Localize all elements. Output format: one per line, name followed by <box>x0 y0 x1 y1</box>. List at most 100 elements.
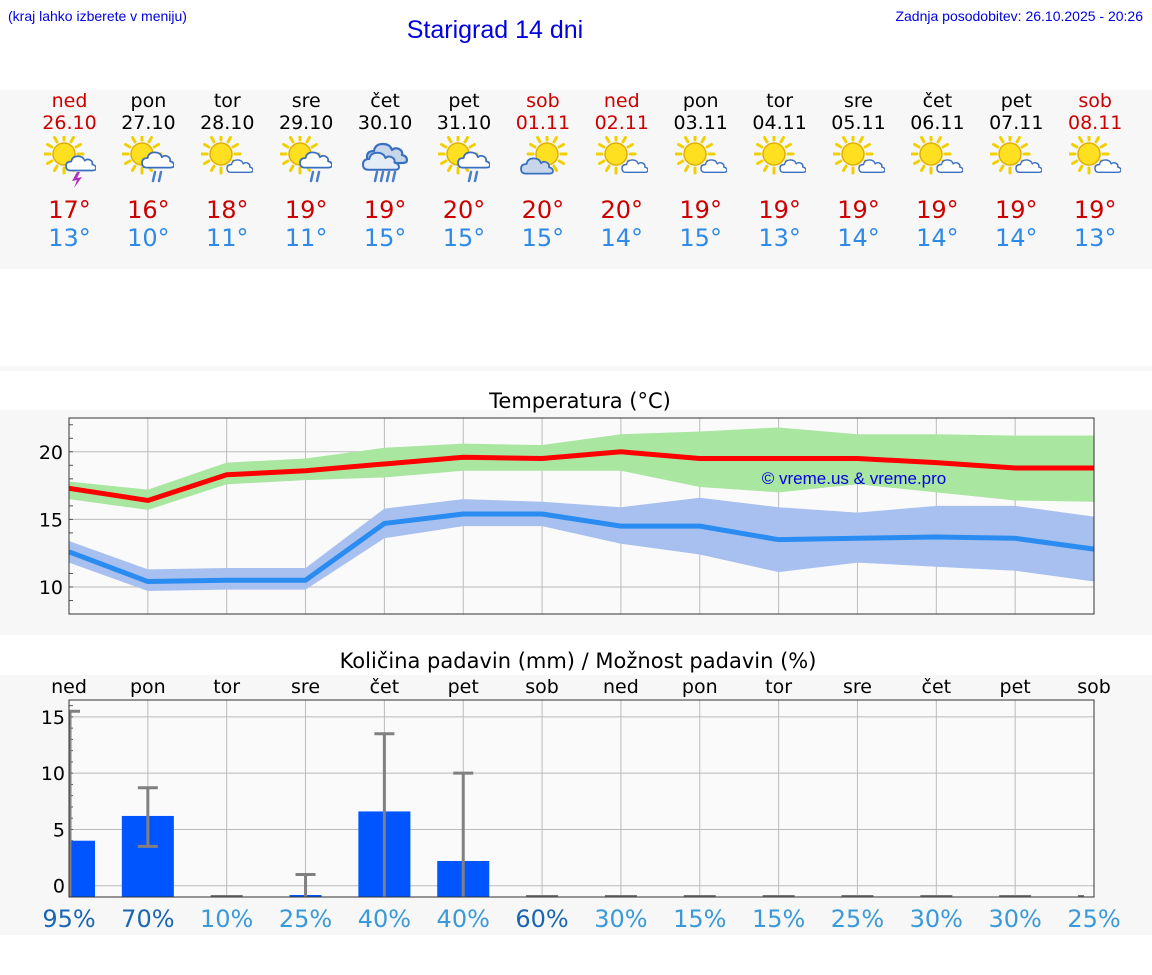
precip-probability: 15% <box>752 905 805 933</box>
day-date: 28.10 <box>200 112 255 134</box>
precip-probability: 40% <box>437 905 490 933</box>
min-temp: 14° <box>600 224 644 252</box>
precip-probability: 30% <box>594 905 647 933</box>
day-date: 08.11 <box>1067 112 1123 134</box>
precip-probability: 25% <box>831 905 884 933</box>
max-temp: 18° <box>206 196 249 224</box>
day-name: pet <box>1000 90 1032 112</box>
day-date: 30.10 <box>357 112 413 134</box>
sun-cloud-rain-icon <box>437 133 491 188</box>
page-title: Starigrad 14 dni <box>406 16 584 44</box>
min-temp: 11° <box>206 224 249 252</box>
temp-plot-frame <box>68 417 1095 615</box>
day-date: 27.10 <box>121 112 176 134</box>
precip-day-label: čet <box>922 676 952 698</box>
min-temp: 13° <box>1073 224 1117 252</box>
forecast-strip <box>0 90 1152 269</box>
temp-watermark: © vreme.us & vreme.pro <box>762 469 946 488</box>
precip-bar <box>69 840 95 897</box>
day-name: pon <box>130 90 167 112</box>
day-date: 01.11 <box>515 112 571 134</box>
day-name: čet <box>922 90 953 112</box>
precip-day-label: ned <box>51 676 87 698</box>
precip-day-label: sob <box>525 676 559 698</box>
precip-day-labels: ned pon tor sre čet pet sob ned pon tor sre čet pet s… <box>51 676 1111 698</box>
last-updated: Zadnja posodobitev: 26.10.2025 - 20:26 <box>895 8 1143 24</box>
min-temp: 15° <box>521 224 565 252</box>
sun-small-cloud-icon <box>1068 133 1122 188</box>
max-temp-band <box>69 427 1094 510</box>
precip-bar <box>1078 895 1084 897</box>
precip-probability: 95% <box>42 905 95 933</box>
day-name: ned <box>51 90 88 112</box>
max-temp: 19° <box>1073 196 1117 224</box>
day-name: tor <box>213 90 241 112</box>
min-temp: 14° <box>837 224 880 252</box>
max-temp: 17° <box>48 196 91 224</box>
sun-small-cloud-icon <box>674 133 728 188</box>
sun-small-cloud-icon <box>910 133 965 188</box>
precip-day-label: tor <box>765 676 792 698</box>
precip-probability: 30% <box>910 905 963 933</box>
precip-bar <box>762 895 795 897</box>
day-date: 03.11 <box>673 112 728 134</box>
precip-day-label: pet <box>1000 676 1031 698</box>
day-date: 05.11 <box>831 112 886 134</box>
max-temp-line <box>68 449 1094 503</box>
precip-bar <box>526 895 559 897</box>
precip-day-label: pet <box>448 676 479 698</box>
max-temp: 19° <box>679 196 722 224</box>
day-name: čet <box>370 90 400 112</box>
precip-probability: 25% <box>279 905 332 933</box>
precip-day-label: čet <box>370 676 400 698</box>
temp-y-tick-label: 20 <box>39 442 63 464</box>
day-date: 29.10 <box>278 112 334 134</box>
precip-y-tick-label: 5 <box>53 819 65 841</box>
min-temp-line <box>68 511 1095 585</box>
precip-probability: 30% <box>988 905 1041 933</box>
precip-day-label: tor <box>213 676 240 698</box>
precip-y-tick-label: 15 <box>41 707 65 729</box>
day-name: sob <box>526 90 560 112</box>
precip-day-label: pon <box>130 676 166 698</box>
precip-probability: 10% <box>200 905 253 933</box>
min-temp: 14° <box>916 224 959 252</box>
min-temp: 10° <box>127 224 170 252</box>
precip-bar <box>604 895 637 897</box>
min-temp: 15° <box>442 224 486 252</box>
precip-day-label: sre <box>843 676 872 698</box>
precip-bar <box>210 895 243 897</box>
precip-day-label: sob <box>1077 676 1111 698</box>
precip-bar <box>920 895 953 897</box>
precip-probability: 40% <box>358 905 411 933</box>
min-temp: 13° <box>48 224 91 252</box>
precip-probability: 25% <box>1067 905 1120 933</box>
day-date: 07.11 <box>989 112 1044 134</box>
sun-small-cloud-icon <box>200 133 255 188</box>
precip-chart-title: Količina padavin (mm) / Možnost padavin … <box>340 649 817 673</box>
sun-small-cloud-icon <box>989 133 1044 188</box>
precip-probability: 15% <box>673 905 726 933</box>
min-temp: 15° <box>363 224 407 252</box>
precip-y-tick-label: 10 <box>41 763 65 785</box>
sun-small-cloud-icon <box>595 133 649 188</box>
day-name: tor <box>766 90 794 112</box>
min-temp: 15° <box>679 224 722 252</box>
precip-day-label: pon <box>682 676 718 698</box>
precip-bar <box>841 895 874 897</box>
max-temp: 20° <box>442 196 486 224</box>
precip-probability: 60% <box>515 905 568 933</box>
min-temp: 13° <box>758 224 801 252</box>
max-temp: 19° <box>363 196 407 224</box>
max-temp: 19° <box>837 196 880 224</box>
precip-day-label: sre <box>291 676 320 698</box>
temp-y-tick-label: 15 <box>39 509 63 531</box>
precip-plot-area <box>69 700 1094 897</box>
precip-error-bars <box>68 709 474 897</box>
temp-y-axis: 10 15 20 <box>39 442 63 599</box>
precip-y-tick-label: 0 <box>53 876 65 898</box>
section-separator <box>0 366 1152 371</box>
day-name: pet <box>448 90 480 112</box>
precip-y-axis: 0 5 10 15 <box>41 707 65 898</box>
sun-cloud-icon <box>517 133 569 188</box>
